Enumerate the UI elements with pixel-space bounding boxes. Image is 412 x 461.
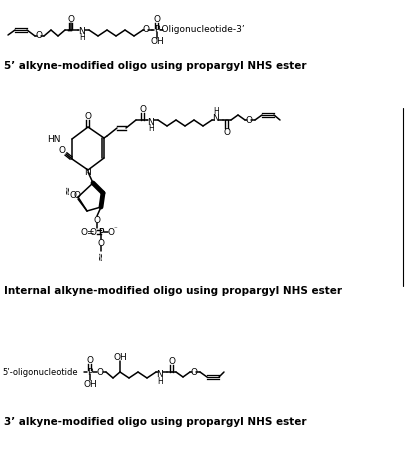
Text: N: N	[157, 370, 164, 378]
Text: 5’ alkyne-modified oligo using propargyl NHS ester: 5’ alkyne-modified oligo using propargyl…	[4, 61, 307, 71]
Text: -Oligonucleotide-3’: -Oligonucleotide-3’	[159, 25, 245, 35]
Text: O: O	[59, 146, 66, 154]
Text: O=: O=	[80, 227, 95, 236]
Text: HN: HN	[47, 135, 61, 143]
Text: 3’ alkyne-modified oligo using propargyl NHS ester: 3’ alkyne-modified oligo using propargyl…	[4, 417, 307, 427]
Text: OH: OH	[150, 37, 164, 47]
Text: O: O	[96, 367, 103, 377]
Text: N: N	[84, 167, 91, 177]
Text: O: O	[143, 25, 150, 35]
Text: O: O	[223, 128, 230, 136]
Text: H: H	[213, 106, 219, 116]
Text: O: O	[87, 355, 94, 365]
Text: O: O	[68, 14, 75, 24]
Text: O: O	[98, 238, 105, 248]
Text: P: P	[87, 367, 93, 377]
Text: ⁻: ⁻	[113, 226, 117, 232]
Text: O: O	[73, 190, 80, 200]
Text: OH: OH	[113, 353, 127, 361]
Text: N: N	[79, 28, 85, 36]
Text: O: O	[35, 31, 42, 41]
Text: ≈: ≈	[63, 184, 73, 194]
Text: P: P	[98, 227, 104, 236]
Text: Internal alkyne-modified oligo using propargyl NHS ester: Internal alkyne-modified oligo using pro…	[4, 286, 342, 296]
Text: 5’-oligonucleotide: 5’-oligonucleotide	[2, 367, 77, 377]
Text: H: H	[79, 34, 85, 42]
Text: O: O	[154, 14, 161, 24]
Text: O: O	[246, 116, 253, 124]
Text: N: N	[213, 113, 219, 123]
Text: O: O	[89, 227, 96, 236]
Text: O: O	[70, 190, 77, 200]
Text: O: O	[140, 105, 147, 113]
Text: ≈: ≈	[96, 250, 106, 260]
Text: P: P	[154, 25, 160, 35]
Text: O: O	[190, 367, 197, 377]
Text: H: H	[157, 377, 163, 385]
Text: P: P	[98, 227, 103, 236]
Text: O: O	[94, 215, 101, 225]
Text: O: O	[169, 356, 176, 366]
Text: O: O	[108, 227, 115, 236]
Text: H: H	[148, 124, 154, 132]
Text: OH: OH	[83, 379, 97, 389]
Text: O: O	[84, 112, 91, 120]
Text: N: N	[147, 118, 154, 126]
